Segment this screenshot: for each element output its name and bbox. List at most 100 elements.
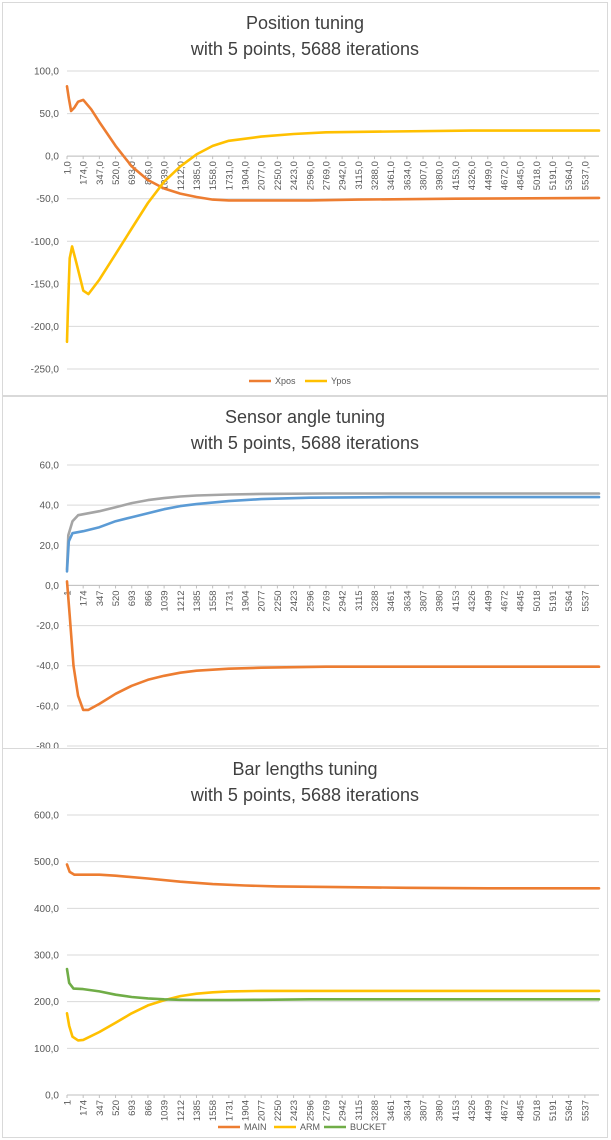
x-tick-label: 347,0 [95,161,106,185]
y-tick-label: 200,0 [34,997,59,1008]
x-tick-label: 3288,0 [370,161,381,190]
x-tick-label: 2423 [289,590,300,611]
x-tick-label: 866 [143,590,154,606]
x-tick-label: 4672 [499,590,510,611]
x-tick-label: 2942 [338,590,349,611]
x-tick-label: 3807 [419,590,430,611]
y-tick-label: 0,0 [45,152,59,163]
y-tick-label: -250,0 [31,365,60,376]
x-tick-label: 2423 [289,1100,300,1121]
x-tick-label: 4845 [516,1100,527,1121]
y-tick-label: 60,0 [40,461,60,472]
x-tick-label: 5364 [564,1100,575,1121]
series-line-main [65,863,601,890]
x-tick-label: 3634,0 [402,161,413,190]
x-tick-label: 866 [143,1100,154,1116]
chart-title-line1: Position tuning [246,13,364,33]
x-tick-label: 5364,0 [564,161,575,190]
x-tick-label: 2077 [257,590,268,611]
position-tuning-chart: Position tuning with 5 points, 5688 iter… [2,2,608,396]
x-tick-label: 2250,0 [273,161,284,190]
x-tick-label: 4153 [451,590,462,611]
x-tick-label: 2077,0 [257,161,268,190]
x-tick-label: 1212,0 [176,161,187,190]
x-tick-label: 347 [95,590,106,606]
x-tick-label: 4845 [516,590,527,611]
x-tick-label: 5191 [548,590,559,611]
x-tick-label: 2942,0 [338,161,349,190]
x-tick-label: 5018 [532,1100,543,1121]
y-tick-label: -150,0 [31,279,60,290]
chart-title-line1: Bar lengths tuning [232,759,377,779]
legend-label-ypos: Ypos [331,376,351,386]
x-tick-label: 3634 [402,590,413,611]
legend-label-arm: ARM [300,1122,320,1132]
series-line-bucket [65,967,601,1002]
y-tick-label: 20,0 [40,541,60,552]
x-tick-label: 1212 [176,1100,187,1121]
y-tick-label: 0,0 [45,581,59,592]
x-tick-label: 1385 [192,590,203,611]
x-tick-label: 1039 [160,1100,171,1121]
x-tick-label: 1039 [160,590,171,611]
y-tick-label: 400,0 [34,904,59,915]
y-tick-label: -20,0 [36,621,59,632]
x-tick-label: 5191 [548,1100,559,1121]
x-tick-label: 2769 [321,590,332,611]
x-tick-label: 3980 [435,590,446,611]
x-tick-label: 5364 [564,590,575,611]
series-line-2 [65,495,601,573]
x-tick-label: 4499,0 [483,161,494,190]
x-tick-label: 2077 [257,1100,268,1121]
series-line-1 [65,492,601,571]
x-tick-label: 1385,0 [192,161,203,190]
y-tick-label: 100,0 [34,67,59,78]
x-tick-label: 520 [111,1100,122,1116]
y-tick-label: 40,0 [40,501,60,512]
chart-title-line2: with 5 points, 5688 iterations [190,39,419,59]
x-tick-label: 3115,0 [354,161,365,189]
x-tick-label: 1731 [224,590,235,611]
x-tick-label: 2769,0 [321,161,332,190]
y-tick-label: 300,0 [34,951,59,962]
x-tick-label: 1558,0 [208,161,219,190]
sensor-angle-tuning-chart: Sensor angle tuning with 5 points, 5688 … [2,396,608,750]
x-tick-label: 2423,0 [289,161,300,190]
y-tick-label: -50,0 [36,194,59,205]
x-tick-label: 3288 [370,590,381,611]
x-tick-label: 2596 [305,590,316,611]
legend-label-xpos: Xpos [275,376,296,386]
x-tick-label: 1558 [208,590,219,611]
x-tick-label: 520 [111,590,122,606]
x-tick-label: 2250 [273,1100,284,1121]
sensor-angle-tuning-chart-svg: Sensor angle tuning with 5 points, 5688 … [36,407,601,749]
x-tick-label: 693,0 [127,161,138,185]
x-tick-label: 3807 [419,1100,430,1121]
x-tick-label: 4672,0 [499,161,510,190]
x-tick-label: 866,0 [143,161,154,185]
x-tick-label: 1039,0 [160,161,171,190]
x-tick-label: 1212 [176,590,187,611]
x-tick-label: 4845,0 [516,161,527,190]
series-line-3 [65,580,601,712]
x-tick-label: 1558 [208,1100,219,1121]
x-tick-label: 5537,0 [580,161,591,190]
bar-lengths-tuning-chart: Bar lengths tuning with 5 points, 5688 i… [2,748,608,1138]
x-tick-label: 4153 [451,1100,462,1121]
x-tick-label: 3461 [386,590,397,611]
series-line-xpos [65,85,601,202]
x-tick-label: 2769 [321,1100,332,1121]
y-tick-label: -60,0 [36,701,59,712]
x-tick-label: 174,0 [79,161,90,185]
chart-title-line2: with 5 points, 5688 iterations [190,433,419,453]
x-tick-label: 1904 [241,1100,252,1121]
x-tick-label: 3115 [354,1100,365,1120]
x-tick-label: 3634 [402,1100,413,1121]
x-tick-label: 174 [79,1100,90,1116]
x-tick-label: 1904 [241,590,252,611]
legend-label-bucket: BUCKET [350,1122,387,1132]
x-tick-label: 4672 [499,1100,510,1121]
x-tick-label: 347 [95,1100,106,1116]
x-tick-label: 3980 [435,1100,446,1121]
y-tick-label: 600,0 [34,811,59,822]
